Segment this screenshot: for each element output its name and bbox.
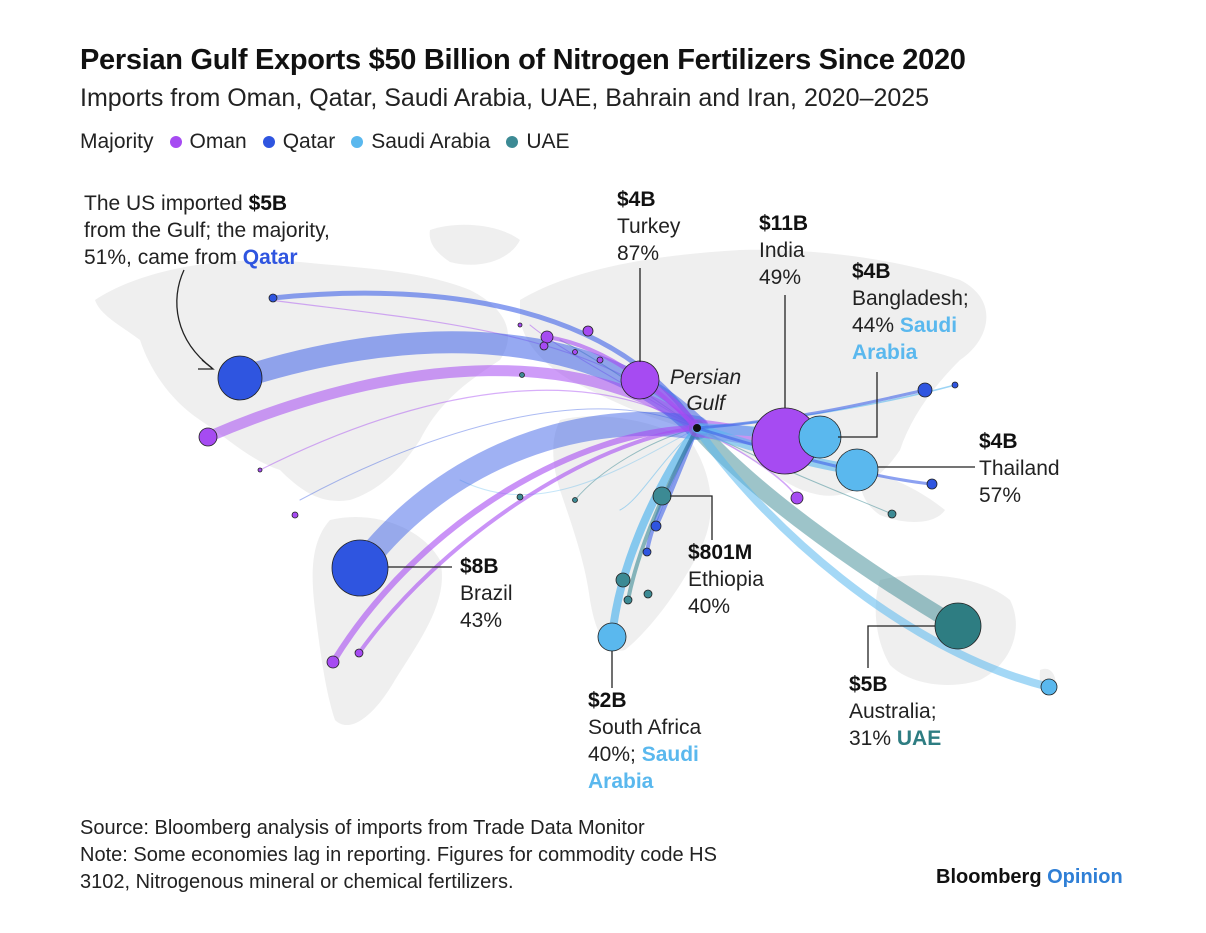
land-north-america: [95, 260, 509, 501]
origin-point: [693, 424, 701, 432]
bubble-mozambique: [615, 572, 631, 588]
legend-label: Majority: [80, 130, 154, 153]
annotation-australia: $5B Australia; 31% UAE: [849, 673, 942, 750]
bubble-europe-3: [539, 341, 549, 351]
flow-south-america-oman-2: [357, 426, 699, 655]
legend-item-saudi-arabia: Saudi Arabia: [351, 130, 490, 154]
bubble-argentina: [326, 655, 340, 669]
bubble-brazil: [331, 539, 389, 597]
bubble-philippines: [926, 478, 938, 490]
chart-title: Persian Gulf Exports $50 Billion of Nitr…: [80, 44, 966, 76]
bubble-japan: [917, 382, 933, 398]
flow-europe: [545, 335, 699, 430]
bubble-europe-2: [582, 325, 594, 337]
bubble-canada: [268, 293, 278, 303]
leader-australia: [867, 625, 935, 668]
chart-subtitle: Imports from Oman, Qatar, Saudi Arabia, …: [80, 84, 930, 112]
flow-australia-uae: [689, 420, 966, 634]
bubble-australia: [934, 602, 982, 650]
legend-item-uae: UAE: [506, 130, 570, 154]
annotation-south-africa: $2B South Africa 40%; Saudi Arabia: [588, 689, 702, 793]
legend-item-qatar: Qatar: [262, 130, 335, 154]
leader-lines: [176, 268, 975, 688]
bubble-ethiopia: [652, 486, 672, 506]
flow-us-oman: [202, 365, 703, 443]
flow-south-america-oman-1: [330, 425, 700, 665]
annotation-turkey: $4B Turkey 87%: [617, 188, 681, 265]
flow-south-africa: [608, 424, 701, 641]
minor-flow-11: [459, 427, 698, 496]
bubble-kenya: [650, 520, 662, 532]
annotation-india: $11B India 49%: [759, 212, 809, 289]
flow-new-zealand: [693, 424, 1053, 691]
bubble-south-africa: [597, 622, 627, 652]
origin-label: Persian Gulf: [670, 366, 742, 415]
leader-ethiopia: [670, 495, 713, 540]
bubble-north-africa: [572, 497, 578, 503]
bubble-caribbean: [257, 467, 263, 473]
brand-logo: Bloomberg Opinion: [936, 866, 1123, 888]
annotation-brazil: $8B Brazil 43%: [460, 555, 513, 632]
bubble-mideast-1: [596, 356, 604, 364]
major-flows: [202, 290, 1053, 691]
leader-us: [176, 269, 213, 369]
minor-flow-2: [259, 389, 698, 471]
flow-japan: [695, 388, 927, 430]
bubble-korea: [951, 381, 959, 389]
bubble-mideast-2: [572, 349, 578, 355]
bubble-thailand: [835, 448, 879, 492]
annotation-ethiopia: $801M Ethiopia 40%: [688, 541, 764, 618]
bubble-madagascar: [643, 589, 653, 599]
land-greenland: [429, 224, 520, 265]
flow-southern-africa: [626, 426, 699, 602]
bubble-europe-1: [540, 330, 554, 344]
bubble-central-america: [291, 511, 299, 519]
bubble-new-zealand: [1040, 678, 1058, 696]
annotation-thailand: $4B Thailand 57%: [979, 430, 1060, 507]
bubble-uruguay: [354, 648, 364, 658]
note-line-2: 3102, Nitrogenous mineral or chemical fe…: [80, 871, 514, 893]
bubble-indonesia: [887, 509, 897, 519]
legend-dot-qatar: [262, 136, 275, 148]
legend-dot-oman: [169, 136, 182, 148]
annotation-bangladesh: $4B Bangladesh; 44% Saudi Arabia: [852, 260, 969, 364]
bubble-sri-lanka: [790, 491, 804, 505]
bubble-bangladesh: [798, 415, 842, 459]
land-europe-asia: [520, 249, 987, 496]
bubble-tanzania: [642, 547, 652, 557]
flow-brazil-qatar: [348, 411, 709, 580]
leader-bangladesh: [838, 372, 878, 438]
bubbles: [198, 293, 1058, 696]
bubble-us-secondary: [198, 427, 218, 447]
note-line-1: Note: Some economies lag in reporting. F…: [80, 844, 717, 866]
bubble-europe-4: [517, 322, 523, 328]
footer-notes: Source: Bloomberg analysis of imports fr…: [80, 815, 717, 896]
bubble-west-africa: [516, 493, 524, 501]
bubble-europe-5: [519, 372, 525, 378]
bubble-turkey: [620, 360, 660, 400]
leader-us-arrowhead: [198, 359, 215, 370]
annotation-us: The US imported $5B from the Gulf; the m…: [84, 192, 330, 269]
legend-item-oman: Oman: [169, 130, 247, 154]
legend-dot-saudi: [351, 136, 364, 148]
bubble-us: [217, 355, 263, 401]
source-note: Source: Bloomberg analysis of imports fr…: [80, 817, 645, 839]
bubble-zimbabwe: [623, 595, 633, 605]
legend: Majority Oman Qatar Saudi Arabia UAE: [80, 130, 570, 154]
legend-dot-uae: [506, 136, 519, 148]
flow-canada: [270, 290, 700, 431]
